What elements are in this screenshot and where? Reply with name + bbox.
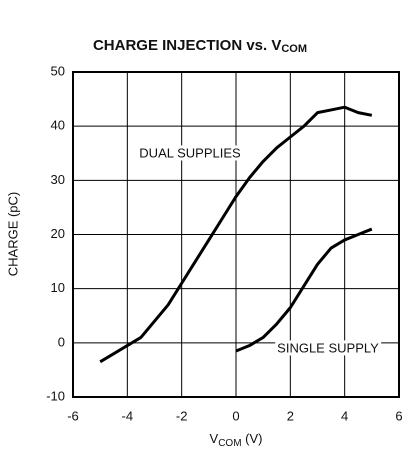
annotation: DUAL SUPPLIES	[139, 145, 241, 160]
y-tick-label: 50	[51, 63, 65, 78]
chart-title: CHARGE INJECTION vs. VCOM	[93, 37, 307, 55]
annotation-background	[137, 145, 244, 161]
x-tick-label: -2	[176, 408, 188, 423]
annotation: SINGLE SUPPLY	[277, 340, 379, 355]
y-tick-label: -10	[46, 388, 65, 403]
x-axis-label: VCOM (V)	[210, 431, 263, 448]
x-tick-label: 6	[395, 408, 402, 423]
annotation-background	[275, 340, 382, 356]
y-tick-label: 40	[51, 118, 65, 133]
x-tick-label: -4	[122, 408, 134, 423]
x-tick-label: 2	[287, 408, 294, 423]
y-tick-label: 10	[51, 280, 65, 295]
y-tick-label: 30	[51, 172, 65, 187]
x-tick-label: -6	[67, 408, 79, 423]
y-tick-label: 20	[51, 226, 65, 241]
line-series	[235, 227, 373, 353]
x-tick-label: 4	[341, 408, 348, 423]
x-tick-label: 0	[232, 408, 239, 423]
line-series	[99, 105, 373, 364]
y-tick-label: 0	[58, 334, 65, 349]
y-axis-label: CHARGE (pC)	[5, 192, 20, 277]
